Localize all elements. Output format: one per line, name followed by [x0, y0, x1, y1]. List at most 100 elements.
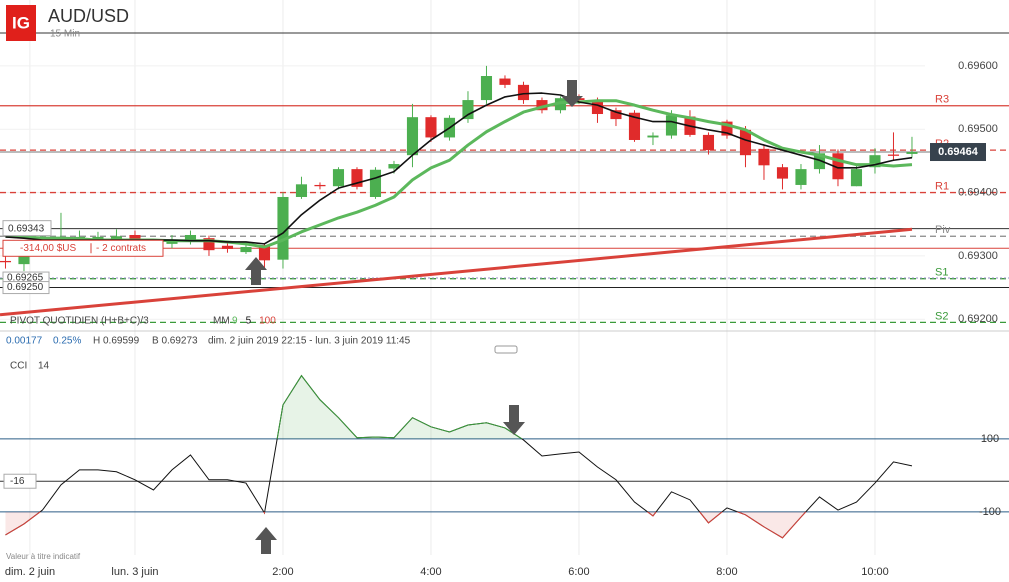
candle-body — [554, 98, 567, 111]
x-tick-label: 8:00 — [716, 566, 737, 578]
change: 0.00177 — [6, 336, 43, 347]
candle-body — [591, 100, 604, 115]
reference-box — [3, 473, 37, 489]
pivot-label: Piv — [935, 224, 951, 236]
ma-legend: 9 5 100 — [232, 316, 276, 327]
candle-body — [92, 236, 104, 241]
symbol: AUD/USD — [48, 6, 129, 26]
y-tick-label: -100 — [979, 506, 1001, 518]
candle-body — [739, 129, 752, 156]
high: H 0.69599 — [93, 336, 140, 347]
y-tick-label: 0.69200 — [958, 313, 998, 325]
cci-period: 14 — [38, 361, 50, 372]
cci-line-above — [276, 374, 523, 439]
candle-body — [721, 121, 733, 136]
y-tick-label: 100 — [981, 433, 999, 445]
arrow-down — [503, 405, 525, 435]
cci-fill-above — [277, 375, 522, 439]
candle-body — [832, 153, 844, 180]
last-price-label: 0.69464 — [938, 146, 979, 158]
candle-body — [277, 196, 289, 260]
low: B 0.69273 — [152, 336, 198, 347]
candle-body — [887, 154, 900, 156]
candle-body — [813, 153, 826, 170]
cci-plot — [0, 374, 1009, 539]
timeframe: 15 Min — [50, 29, 80, 40]
candle-body — [795, 169, 807, 185]
cci-line-below — [5, 511, 807, 539]
candle-body — [258, 245, 271, 261]
candle-body — [665, 115, 678, 136]
candle-body — [480, 76, 493, 101]
candle-body — [332, 169, 345, 187]
pivot-label: R3 — [935, 94, 949, 106]
candle-body — [628, 112, 641, 140]
range: dim. 2 juin 2019 22:15 - lun. 3 juin 201… — [208, 336, 411, 347]
x-tick-label: lun. 3 juin — [111, 566, 158, 578]
x-tick-label: 10:00 — [861, 566, 889, 578]
pivot-label: S2 — [935, 310, 948, 322]
legend-entry: 100 — [259, 316, 276, 327]
arrow-up — [245, 257, 267, 285]
candle-body — [351, 169, 363, 187]
candle-body — [517, 84, 530, 101]
pnl-label: -314,00 $US — [20, 243, 76, 254]
candle-body — [850, 169, 863, 187]
candle-body — [499, 78, 511, 85]
cci-title: CCI — [10, 361, 27, 372]
entry-box — [2, 220, 52, 237]
ma-label: MM — [213, 316, 230, 327]
candle-body — [295, 184, 308, 197]
x-tick-label: 2:00 — [272, 566, 293, 578]
candle-body — [702, 134, 715, 151]
marker-box — [2, 281, 50, 295]
y-tick-label: 0.69600 — [958, 60, 998, 72]
candle-body — [536, 100, 548, 111]
candle-body — [369, 169, 382, 197]
candle-body — [314, 184, 326, 187]
legend-entry: 9 — [232, 316, 238, 327]
levels — [0, 105, 1009, 324]
y-tick-label: 0.69500 — [958, 123, 998, 135]
candle-body — [388, 164, 400, 169]
candle-body — [776, 167, 789, 179]
marker-label: 0.69265 — [7, 273, 44, 284]
size-label: - 2 contrats — [96, 243, 146, 254]
candle-body — [869, 155, 881, 168]
candle-body — [0, 260, 12, 263]
last-price-box — [930, 143, 986, 162]
pivot-label: PIVOT QUOTIDIEN (H+B+C)/3 — [10, 316, 149, 327]
pnl-box — [2, 239, 164, 257]
footer-note: Valeur à titre indicatif — [6, 552, 81, 561]
y-tick-label: 0.69300 — [958, 250, 998, 262]
candle-body — [425, 117, 437, 138]
marker-label: 0.69250 — [7, 282, 44, 293]
moving-average — [0, 227, 913, 317]
candle-body — [406, 117, 419, 156]
candle-body — [240, 247, 252, 253]
candle-body — [203, 238, 215, 251]
resize-handle[interactable] — [494, 345, 518, 354]
y-tick-label: 0.69400 — [958, 186, 998, 198]
candle-body — [647, 135, 659, 138]
x-tick-label: dim. 2 juin — [5, 566, 55, 578]
pivot-label: S1 — [935, 267, 948, 279]
entry-label: 0.69343 — [8, 223, 45, 234]
change-pct: 0.25% — [53, 336, 81, 347]
reference-label: -16 — [10, 476, 25, 487]
arrow-up — [255, 527, 277, 554]
candle-body — [221, 245, 234, 249]
candle-body — [758, 148, 770, 166]
candle-body — [18, 254, 30, 265]
logo — [6, 5, 36, 41]
candle-body — [610, 110, 622, 120]
arrow-down — [561, 80, 583, 107]
candle-body — [110, 236, 123, 240]
x-tick-label: 4:00 — [420, 566, 441, 578]
x-tick-label: 6:00 — [568, 566, 589, 578]
candle-body — [462, 100, 474, 120]
logo-text: IG — [12, 13, 30, 32]
labels: dim. 2 juin lun. 3 juin 2:00 4:00 6:00 8:00 10… — [2, 60, 1001, 578]
legend-entry: 5 — [246, 316, 252, 327]
